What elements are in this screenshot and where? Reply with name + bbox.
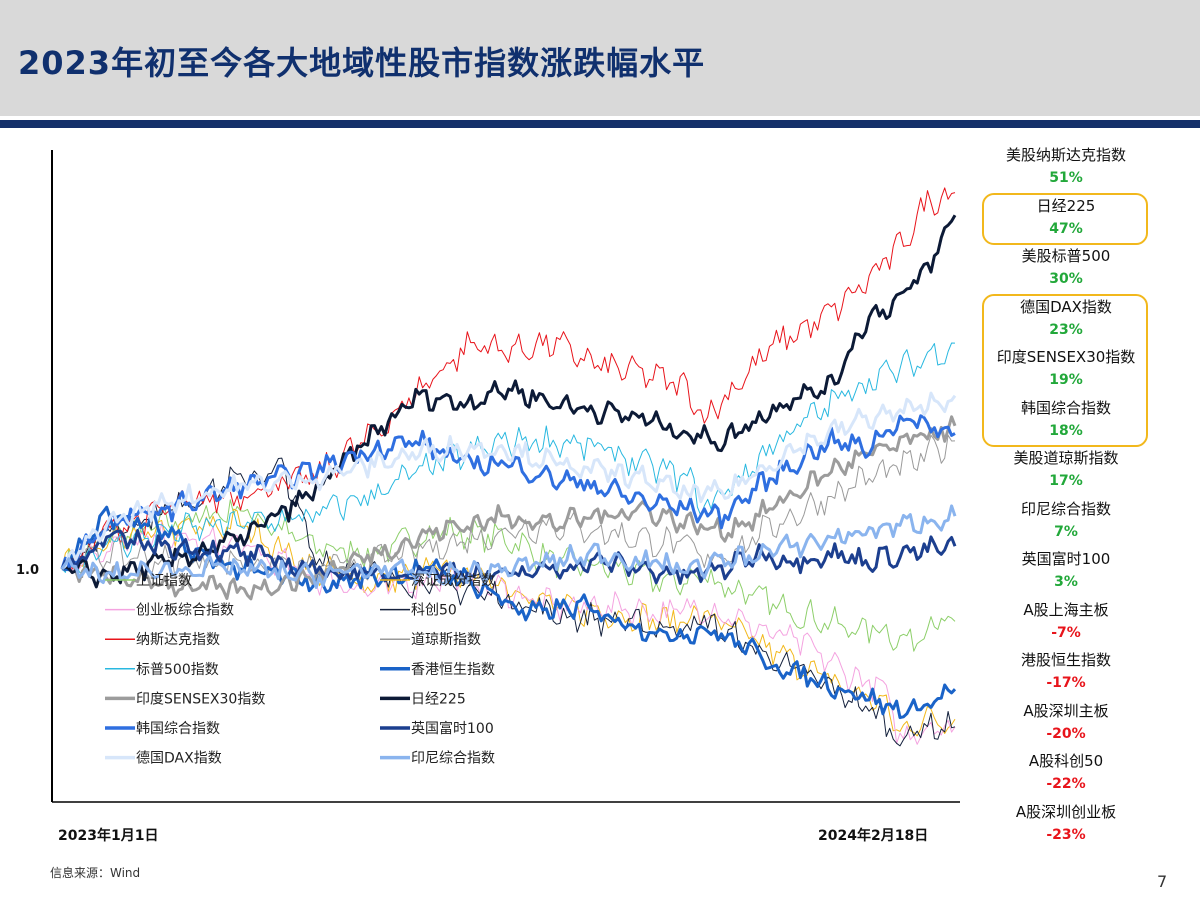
ranking-name: 美股标普500 <box>1021 247 1111 265</box>
legend-label: 印度SENSEX30指数 <box>136 691 265 707</box>
legend-label: 创业板综合指数 <box>136 603 234 619</box>
ranking-item: 美股道琼斯指数 17% <box>978 448 1154 489</box>
ranking-item: 英国富时100 3% <box>978 549 1154 590</box>
series-line <box>60 414 956 570</box>
legend-label: 深证成份指数 <box>411 573 495 589</box>
series-line <box>61 521 956 745</box>
ranking-value: -22% <box>1046 776 1086 792</box>
ranking-name: 印度SENSEX30指数 <box>996 348 1136 366</box>
legend-label: 纳斯达克指数 <box>136 632 220 648</box>
series-line <box>61 457 956 747</box>
ranking-name: A股深圳主板 <box>1023 701 1109 720</box>
ranking-item: 韩国综合指数 18% <box>978 398 1154 439</box>
highlight-box <box>982 293 1148 447</box>
ranking-item: 印度SENSEX30指数 19% <box>978 347 1154 388</box>
legend-label: 韩国综合指数 <box>136 721 220 737</box>
ranking-item: 日经225 47% <box>978 196 1154 237</box>
ranking-value: 47% <box>1049 220 1083 237</box>
ranking-value: 7% <box>1054 523 1078 540</box>
ranking-value: 17% <box>1049 473 1083 489</box>
series-line <box>61 499 956 652</box>
ranking-item: 美股纳斯达克指数 51% <box>978 145 1154 186</box>
ranking-name: 德国DAX指数 <box>1020 297 1112 316</box>
ranking-item: A股深圳创业板 -23% <box>978 802 1154 843</box>
ranking-name: 美股纳斯达克指数 <box>1005 146 1126 164</box>
legend-label: 英国富时100 <box>411 720 494 737</box>
ranking-value: 18% <box>1049 422 1083 439</box>
ranking-value: 23% <box>1049 321 1083 338</box>
legend-label: 印尼综合指数 <box>411 751 495 767</box>
legend-label: 香港恒生指数 <box>411 662 495 678</box>
ranking-name: A股上海主板 <box>1023 600 1109 619</box>
y-tick-label: 1.0 <box>16 563 39 578</box>
header-rule <box>0 120 1200 128</box>
ranking-value: -20% <box>1046 725 1086 742</box>
legend-label: 标普500指数 <box>136 662 219 678</box>
ranking-value: -23% <box>1046 826 1086 843</box>
ranking-item: 港股恒生指数 -17% <box>978 650 1154 691</box>
ranking-value: -17% <box>1046 675 1086 691</box>
header-bar: 2023年初至今各大地域性股市指数涨跌幅水平 <box>0 0 1200 116</box>
legend-label: 日经225 <box>411 691 466 707</box>
series-group <box>60 187 957 747</box>
x-axis-end-label: 2024年2月18日 <box>818 828 929 844</box>
legend-label: 道琼斯指数 <box>411 632 481 648</box>
ranking-name: 英国富时100 <box>1021 550 1111 568</box>
x-axis-start-label: 2023年1月1日 <box>58 828 159 844</box>
series-line <box>61 391 957 570</box>
ranking-name: A股深圳创业板 <box>1015 802 1117 821</box>
series-line <box>60 415 957 601</box>
series-line <box>60 504 957 589</box>
legend-label: 德国DAX指数 <box>136 751 222 767</box>
page-title: 2023年初至今各大地域性股市指数涨跌幅水平 <box>18 44 706 82</box>
ranking-name: 美股道琼斯指数 <box>1013 449 1119 467</box>
series-line <box>61 187 956 572</box>
ranking-value: 19% <box>1049 372 1083 388</box>
ranking-item: 印尼综合指数 7% <box>978 499 1154 540</box>
ranking-item: 美股标普500 30% <box>978 246 1154 287</box>
source-note: 信息来源：Wind <box>50 866 141 880</box>
ranking-name: A股科创50 <box>1028 752 1104 770</box>
series-line <box>61 342 956 574</box>
highlight-box <box>982 192 1148 245</box>
ranking-value: 30% <box>1049 271 1083 287</box>
ranking-value: -7% <box>1051 624 1081 641</box>
ranking-item: A股深圳主板 -20% <box>978 701 1154 742</box>
ranking-name: 韩国综合指数 <box>1020 398 1111 417</box>
legend-label: 科创50 <box>411 603 457 619</box>
ranking-name: 港股恒生指数 <box>1020 651 1111 669</box>
ranking-item: 德国DAX指数 23% <box>978 297 1154 338</box>
page-number: 7 <box>1157 872 1168 891</box>
legend-label: 上证指数 <box>136 573 192 589</box>
ranking-item: A股上海主板 -7% <box>978 600 1154 641</box>
ranking-value: 51% <box>1049 170 1083 186</box>
ranking-name: 印尼综合指数 <box>1020 499 1111 518</box>
ranking-value: 3% <box>1054 574 1078 590</box>
ranking-name: 日经225 <box>1036 196 1096 215</box>
ranking-item: A股科创50 -22% <box>978 751 1154 792</box>
